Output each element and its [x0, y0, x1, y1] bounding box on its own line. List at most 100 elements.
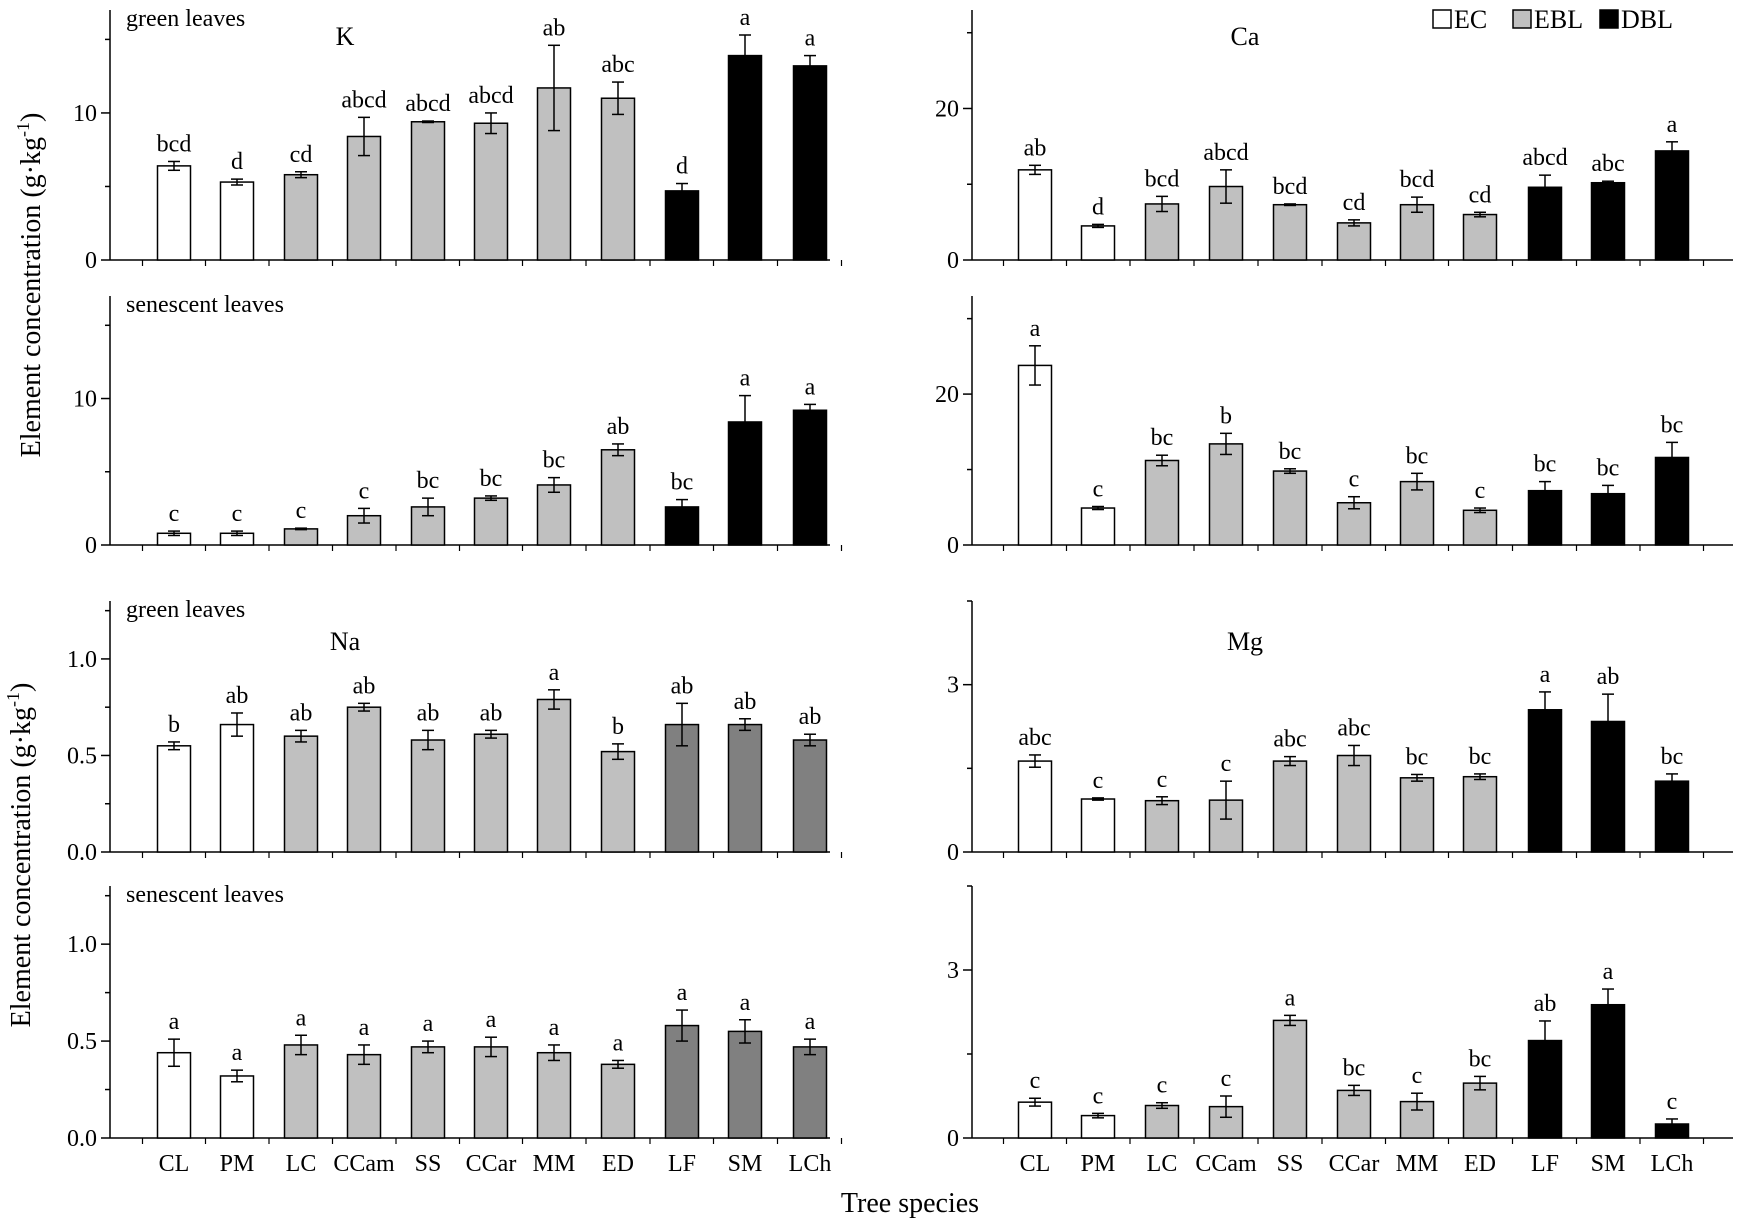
bar	[1272, 470, 1308, 546]
bar	[536, 698, 572, 853]
significance-letter: ab	[1534, 991, 1557, 1017]
significance-letter: a	[232, 1040, 243, 1066]
significance-letter: abcd	[1522, 145, 1567, 171]
significance-letter: bc	[1151, 425, 1174, 451]
significance-letter: a	[740, 5, 751, 31]
bar	[219, 181, 255, 261]
significance-letter: ab	[799, 704, 822, 730]
bar	[283, 1044, 319, 1139]
significance-letter: b	[612, 714, 624, 740]
y-tick-label: 1.0	[67, 647, 97, 673]
legend-swatch-ec	[1432, 9, 1452, 29]
significance-letter: abcd	[341, 87, 386, 113]
panel-3: 0.0 0.5 1.0 a a a a a a a a a a a CL PM LC CCam SS CCar MM ED…	[67, 882, 843, 1177]
significance-letter: a	[677, 980, 688, 1006]
bar	[664, 1024, 700, 1139]
significance-letter: a	[805, 374, 816, 400]
element-label: Mg	[1227, 627, 1263, 656]
significance-letter: a	[740, 366, 751, 392]
y-tick-label: 0	[947, 840, 959, 866]
category-label: SM	[728, 1151, 763, 1177]
bar	[410, 739, 446, 853]
legend-label-ec: EC	[1454, 5, 1487, 34]
significance-letter: abcd	[468, 83, 513, 109]
significance-letter: ab	[1024, 135, 1047, 161]
bar	[1336, 501, 1372, 546]
significance-letter: abc	[601, 52, 634, 78]
bar	[536, 1051, 572, 1139]
y-tick-label: 0	[85, 248, 97, 274]
panel-6: 0 3 abc c c c abc abc bc bc a ab bc Mg	[947, 600, 1733, 866]
category-label: LF	[1531, 1151, 1559, 1177]
significance-letter: a	[486, 1007, 497, 1033]
significance-letter: abcd	[405, 91, 450, 117]
significance-letter: bc	[1469, 744, 1492, 770]
significance-letter: a	[1030, 316, 1041, 342]
significance-letter: bcd	[1400, 167, 1435, 193]
significance-letter: bc	[1406, 443, 1429, 469]
panel-1: 0 10 c c c c bc bc bc ab bc a a senescent leaves	[73, 292, 843, 559]
bar	[600, 449, 636, 546]
bar	[410, 121, 446, 261]
significance-letter: ab	[290, 700, 313, 726]
bar	[1336, 754, 1372, 853]
bar	[1208, 443, 1244, 546]
bar	[792, 65, 828, 261]
panel-7: 0 3 c c c c a bc c bc ab a c CL PM LC CCam SS CCar MM ED LF SM…	[947, 885, 1733, 1177]
significance-letter: abcd	[1203, 140, 1248, 166]
y-tick-label: 0	[947, 533, 959, 559]
bar	[473, 733, 509, 853]
category-label: CCar	[466, 1151, 517, 1177]
y-tick-label: 20	[935, 96, 959, 122]
bar	[1272, 203, 1308, 261]
significance-letter: a	[1540, 662, 1551, 688]
bar	[1336, 1089, 1372, 1139]
y-tick-label: 0.5	[67, 743, 97, 769]
significance-letter: ab	[607, 414, 630, 440]
element-label: K	[336, 22, 355, 51]
leaf-state-label: senescent leaves	[126, 882, 284, 908]
category-label: CL	[1020, 1151, 1051, 1177]
legend-swatch-dbl	[1599, 9, 1619, 29]
bar	[1017, 169, 1053, 261]
significance-letter: c	[1157, 1073, 1168, 1099]
significance-letter: c	[1667, 1089, 1678, 1115]
bar	[1017, 760, 1053, 853]
bar	[536, 484, 572, 546]
leaf-state-label: green leaves	[126, 597, 245, 623]
significance-letter: c	[1157, 767, 1168, 793]
y-tick-label: 3	[947, 958, 959, 984]
bar	[1080, 798, 1116, 853]
significance-letter: bc	[1661, 744, 1684, 770]
significance-letter: a	[1603, 959, 1614, 985]
legend: EC EBL DBL	[1432, 5, 1673, 34]
significance-letter: ab	[734, 689, 757, 715]
bar	[600, 1063, 636, 1139]
bar	[1462, 1082, 1498, 1139]
category-label: MM	[533, 1151, 576, 1177]
bar	[1017, 364, 1053, 546]
significance-letter: d	[676, 154, 688, 180]
bar	[346, 1053, 382, 1139]
significance-letter: bc	[1279, 439, 1302, 465]
y-tick-label: 0.0	[67, 840, 97, 866]
significance-letter: c	[1030, 1068, 1041, 1094]
significance-letter: a	[613, 1030, 624, 1056]
category-label: LCh	[789, 1151, 832, 1177]
significance-letter: c	[1093, 1083, 1104, 1109]
bar	[1272, 1019, 1308, 1139]
significance-letter: bcd	[157, 131, 192, 157]
leaf-state-label: green leaves	[126, 6, 245, 32]
bar	[473, 497, 509, 546]
significance-letter: a	[549, 660, 560, 686]
category-label: ED	[1464, 1151, 1496, 1177]
bar	[156, 745, 192, 853]
significance-letter: b	[1220, 403, 1232, 429]
bar	[1399, 203, 1435, 261]
bar	[1462, 509, 1498, 546]
significance-letter: a	[359, 1015, 370, 1041]
significance-letter: bc	[1469, 1046, 1492, 1072]
significance-letter: ab	[1597, 664, 1620, 690]
